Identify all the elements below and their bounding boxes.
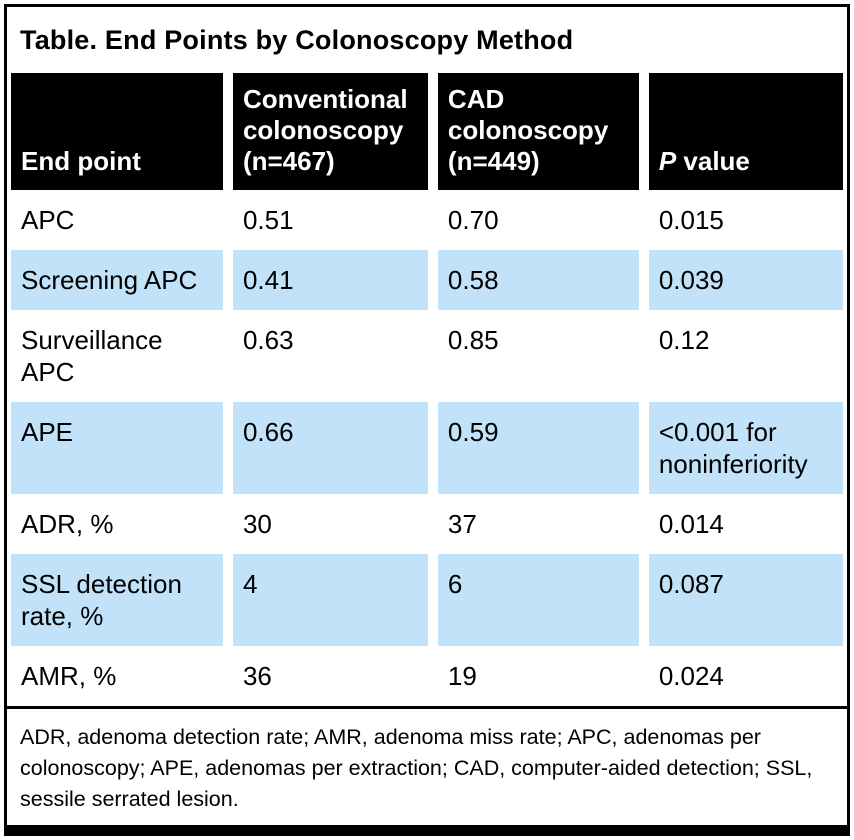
- row-label: APE: [11, 402, 223, 494]
- table-figure-frame: Table. End Points by Colonoscopy Method …: [4, 4, 850, 836]
- cad-value: 0.70: [437, 190, 639, 250]
- header-end-point: End point: [11, 73, 223, 190]
- header-row: End point Conventional colonoscopy (n=46…: [11, 73, 843, 190]
- row-label: Screening APC: [11, 250, 223, 310]
- footnote-section: ADR, adenoma detection rate; AMR, adenom…: [7, 706, 847, 825]
- conventional-value: 4: [232, 554, 428, 646]
- header-p-value: P value: [648, 73, 843, 190]
- p-value: 0.024: [648, 646, 843, 706]
- table-row: APE 0.66 0.59 <0.001 for noninferiority: [11, 402, 843, 494]
- p-value: 0.015: [648, 190, 843, 250]
- conventional-value: 30: [232, 494, 428, 554]
- p-value: 0.12: [648, 310, 843, 402]
- p-value: <0.001 for noninferiority: [648, 402, 843, 494]
- row-label: Surveillance APC: [11, 310, 223, 402]
- table-title: Table. End Points by Colonoscopy Method: [20, 25, 574, 55]
- table-row: Screening APC 0.41 0.58 0.039: [11, 250, 843, 310]
- row-label: SSL detection rate, %: [11, 554, 223, 646]
- abbreviations-footnote: ADR, adenoma detection rate; AMR, adenom…: [20, 725, 813, 811]
- conventional-value: 0.51: [232, 190, 428, 250]
- conventional-value: 36: [232, 646, 428, 706]
- conventional-value: 0.41: [232, 250, 428, 310]
- p-value: 0.039: [648, 250, 843, 310]
- header-conventional-colonoscopy: Conventional colonoscopy (n=467): [232, 73, 428, 190]
- table-row: APC 0.51 0.70 0.015: [11, 190, 843, 250]
- row-label: AMR, %: [11, 646, 223, 706]
- cad-value: 0.59: [437, 402, 639, 494]
- endpoints-table: End point Conventional colonoscopy (n=46…: [7, 73, 847, 706]
- conventional-value: 0.63: [232, 310, 428, 402]
- cad-value: 0.85: [437, 310, 639, 402]
- table-row: AMR, % 36 19 0.024: [11, 646, 843, 706]
- header-cad-colonoscopy: CAD colonoscopy (n=449): [437, 73, 639, 190]
- table-row: ADR, % 30 37 0.014: [11, 494, 843, 554]
- table-row: SSL detection rate, % 4 6 0.087: [11, 554, 843, 646]
- bottom-rule: [7, 825, 847, 833]
- p-value-rest: value: [676, 146, 750, 176]
- cad-value: 0.58: [437, 250, 639, 310]
- p-value-italic-p: P: [658, 146, 677, 176]
- title-section: Table. End Points by Colonoscopy Method: [7, 7, 847, 73]
- row-label: APC: [11, 190, 223, 250]
- row-label: ADR, %: [11, 494, 223, 554]
- cad-value: 6: [437, 554, 639, 646]
- cad-value: 37: [437, 494, 639, 554]
- cad-value: 19: [437, 646, 639, 706]
- table-row: Surveillance APC 0.63 0.85 0.12: [11, 310, 843, 402]
- p-value: 0.087: [648, 554, 843, 646]
- conventional-value: 0.66: [232, 402, 428, 494]
- p-value: 0.014: [648, 494, 843, 554]
